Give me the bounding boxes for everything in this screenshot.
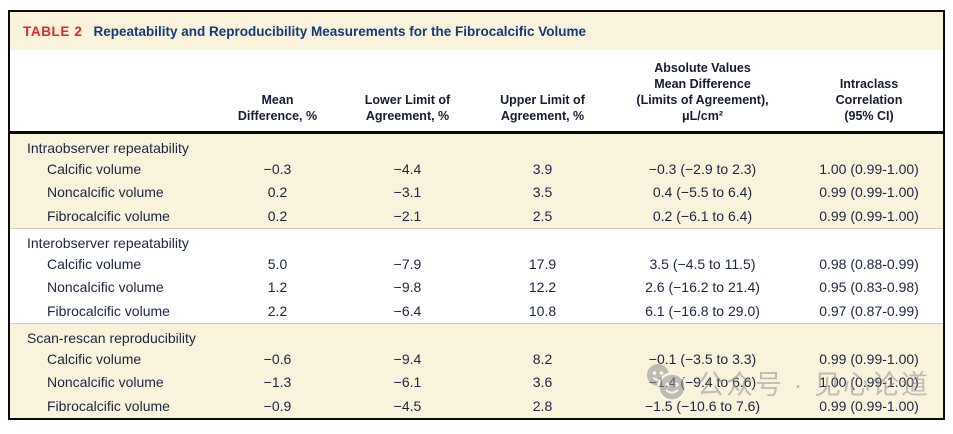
cell-mean-difference: −0.9 <box>263 397 292 414</box>
cell-absolute-values: 6.1 (−16.8 to 29.0) <box>645 302 760 319</box>
table-body: Intraobserver repeatability Calcific vol… <box>10 134 943 418</box>
cell-icc: 0.99 (0.99-1.00) <box>819 184 919 200</box>
cell-lower-limit: −9.4 <box>393 350 422 367</box>
table-title-bar: TABLE 2 Repeatability and Reproducibilit… <box>10 12 943 50</box>
cell-mean-difference: 2.2 <box>267 302 288 319</box>
table-row: Noncalcific volume 0.2 −3.1 3.5 0.4 (−5.… <box>10 181 943 205</box>
cell-lower-limit: −4.5 <box>393 397 422 414</box>
table-row: Fibrocalcific volume 2.2 −6.4 10.8 6.1 (… <box>10 300 943 324</box>
section-header-row: Scan-rescan reproducibility <box>10 324 943 348</box>
row-label: Calcific volume <box>47 160 142 177</box>
cell-lower-limit: −2.1 <box>393 207 422 224</box>
cell-icc: 0.99 (0.99-1.00) <box>819 397 919 414</box>
section-scan-rescan-reproducibility: Scan-rescan reproducibility Calcific vol… <box>10 323 943 418</box>
row-label: Noncalcific volume <box>47 184 164 200</box>
section-header-row: Interobserver repeatability <box>10 229 943 253</box>
table-row: Calcific volume −0.6 −9.4 8.2 −0.1 (−3.5… <box>10 348 943 372</box>
cell-lower-limit: −6.4 <box>393 302 422 319</box>
cell-icc: 0.97 (0.87-0.99) <box>819 302 919 319</box>
cell-upper-limit: 8.2 <box>532 350 553 367</box>
section-label: Interobserver repeatability <box>27 235 189 251</box>
row-label: Calcific volume <box>47 350 142 367</box>
table-row: Noncalcific volume −1.3 −6.1 3.6 −1.4 (−… <box>10 371 943 395</box>
cell-mean-difference: −0.6 <box>263 350 292 367</box>
cell-lower-limit: −7.9 <box>393 255 422 272</box>
cell-icc: 0.99 (0.99-1.00) <box>819 350 919 367</box>
cell-upper-limit: 17.9 <box>528 255 557 272</box>
cell-upper-limit: 3.6 <box>532 374 553 390</box>
column-header-upper-limit: Upper Limit of Agreement, % <box>500 93 585 123</box>
cell-lower-limit: −3.1 <box>393 184 422 200</box>
cell-upper-limit: 3.9 <box>532 160 553 177</box>
section-label: Intraobserver repeatability <box>27 140 189 156</box>
table2-frame: TABLE 2 Repeatability and Reproducibilit… <box>8 10 945 420</box>
cell-upper-limit: 12.2 <box>528 279 557 295</box>
section-intraobserver-repeatability: Intraobserver repeatability Calcific vol… <box>10 134 943 228</box>
cell-mean-difference: 0.2 <box>267 184 288 200</box>
cell-absolute-values: −1.5 (−10.6 to 7.6) <box>644 397 761 414</box>
cell-upper-limit: 2.5 <box>532 207 553 224</box>
cell-icc: 0.95 (0.83-0.98) <box>819 279 919 295</box>
row-label: Noncalcific volume <box>47 374 164 390</box>
cell-absolute-values: 2.6 (−16.2 to 21.4) <box>645 279 760 295</box>
section-label: Scan-rescan reproducibility <box>27 330 196 346</box>
cell-icc: 0.99 (0.99-1.00) <box>819 207 919 224</box>
section-header-row: Intraobserver repeatability <box>10 134 943 158</box>
column-header-mean-difference: Mean Difference, % <box>237 93 318 123</box>
table-number-tag: TABLE 2 <box>23 23 83 39</box>
column-header-absolute-values: Absolute Values Mean Difference (Limits … <box>636 61 769 123</box>
cell-icc: 0.98 (0.88-0.99) <box>819 255 919 272</box>
table-row: Fibrocalcific volume −0.9 −4.5 2.8 −1.5 … <box>10 395 943 419</box>
row-label: Calcific volume <box>47 255 142 272</box>
table-title: Repeatability and Reproducibility Measur… <box>93 23 587 39</box>
cell-upper-limit: 3.5 <box>532 184 553 200</box>
cell-mean-difference: −1.3 <box>263 374 292 390</box>
cell-absolute-values: 3.5 (−4.5 to 11.5) <box>649 255 756 272</box>
table-row: Calcific volume −0.3 −4.4 3.9 −0.3 (−2.9… <box>10 158 943 182</box>
table-row: Noncalcific volume 1.2 −9.8 12.2 2.6 (−1… <box>10 276 943 300</box>
row-label: Fibrocalcific volume <box>47 397 170 414</box>
row-label: Fibrocalcific volume <box>47 302 170 319</box>
cell-absolute-values: −0.3 (−2.9 to 2.3) <box>648 160 757 177</box>
table-row: Calcific volume 5.0 −7.9 17.9 3.5 (−4.5 … <box>10 253 943 277</box>
cell-icc: 1.00 (0.99-1.00) <box>819 160 919 177</box>
column-header-rowlabel <box>10 124 215 131</box>
cell-mean-difference: 5.0 <box>267 255 288 272</box>
cell-mean-difference: 0.2 <box>267 207 288 224</box>
cell-absolute-values: −1.4 (−9.4 to 6.6) <box>648 374 757 390</box>
cell-absolute-values: 0.2 (−6.1 to 6.4) <box>652 207 753 224</box>
cell-lower-limit: −6.1 <box>393 374 422 390</box>
cell-icc: 1.00 (0.99-1.00) <box>819 374 919 390</box>
row-label: Noncalcific volume <box>47 279 164 295</box>
row-label: Fibrocalcific volume <box>47 207 170 224</box>
column-header-row: Mean Difference, % Lower Limit of Agreem… <box>10 50 943 134</box>
cell-absolute-values: −0.1 (−3.5 to 3.3) <box>648 350 757 367</box>
column-header-lower-limit: Lower Limit of Agreement, % <box>364 93 451 123</box>
cell-mean-difference: 1.2 <box>267 279 288 295</box>
cell-absolute-values: 0.4 (−5.5 to 6.4) <box>652 184 753 200</box>
cell-upper-limit: 10.8 <box>528 302 557 319</box>
column-header-intraclass-correlation: Intraclass Correlation (95% CI) <box>835 77 903 123</box>
cell-lower-limit: −4.4 <box>393 160 422 177</box>
cell-lower-limit: −9.8 <box>393 279 422 295</box>
table-row: Fibrocalcific volume 0.2 −2.1 2.5 0.2 (−… <box>10 205 943 229</box>
cell-upper-limit: 2.8 <box>532 397 553 414</box>
section-interobserver-repeatability: Interobserver repeatability Calcific vol… <box>10 228 943 323</box>
cell-mean-difference: −0.3 <box>263 160 292 177</box>
